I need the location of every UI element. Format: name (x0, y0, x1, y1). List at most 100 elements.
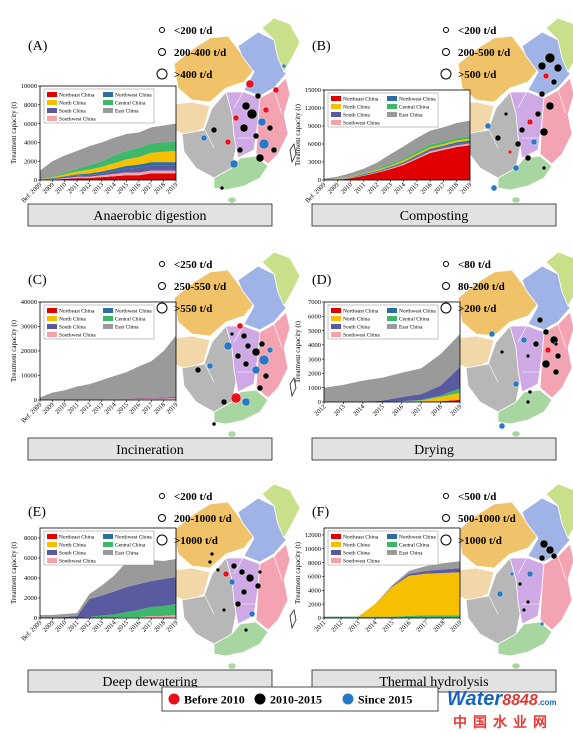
size-legend-label: 500-1000 t/d (458, 513, 516, 525)
legend-swatch (331, 112, 341, 117)
period-legend-label: 2010-2015 (270, 693, 322, 707)
size-legend-label: >200 t/d (458, 303, 496, 315)
x-tick-label: 2016 (419, 181, 434, 196)
facility-dot (266, 124, 274, 132)
legend-label: South China (59, 551, 86, 557)
x-tick-label: 2017 (141, 181, 156, 196)
y-tick-label: 9000 (308, 123, 321, 130)
y-tick-label: 6000 (308, 313, 321, 320)
size-legend-label: <200 t/d (174, 491, 212, 503)
x-tick-label: 2015 (372, 403, 386, 417)
legend-label: Southwest China (59, 559, 96, 565)
caption-label: Deep dewatering (102, 675, 197, 690)
facility-dot (524, 154, 532, 162)
facility-dot (525, 599, 531, 605)
x-tick-label: 2011 (67, 401, 81, 415)
series-area-east-china (324, 334, 460, 402)
x-tick-label: 2012 (366, 181, 380, 195)
facility-dot (223, 341, 233, 351)
facility-dot (256, 384, 264, 392)
y-tick-label: 3000 (308, 356, 321, 363)
province-lines (487, 555, 567, 615)
y-tick-label: 8000 (308, 560, 321, 567)
legend-swatch (387, 308, 397, 313)
hainan-island (511, 196, 521, 204)
facility-dot (484, 122, 492, 130)
facility-dot (258, 138, 270, 150)
legend-swatch (331, 324, 341, 329)
chart-area: 0 1000 2000 3000 4000 5000 6000 7000 2012 2013 201… (294, 299, 463, 417)
facility-dot (234, 600, 242, 608)
legend-label: South China (343, 551, 370, 557)
x-tick-label: 2015 (116, 181, 130, 195)
series-area-southwest-china (40, 615, 176, 618)
facility-dot (544, 52, 556, 64)
map-northeast (545, 17, 573, 73)
legend-label: East China (399, 551, 423, 557)
y-tick-label: 0 (34, 177, 37, 184)
x-tick-label: 2018 (153, 401, 167, 415)
size-legend: <80 t/d 80-200 t/d >200 t/d (440, 259, 505, 315)
facility-dot (262, 372, 270, 380)
legend-box (43, 530, 155, 566)
facility-dot (229, 159, 239, 169)
caption-label: Incineration (116, 443, 184, 458)
facility-dot (221, 607, 227, 613)
x-tick-label: 2013 (380, 181, 394, 195)
facility-dot (539, 539, 549, 549)
legend-label: North China (343, 105, 370, 111)
china-map (173, 17, 301, 204)
y-tick-label: 15000 (305, 87, 321, 94)
chart-legend: Northeast China Northwest China North Chin… (327, 530, 439, 566)
hainan-island (227, 430, 237, 438)
taiwan-outline (289, 376, 297, 398)
watermark-number: 8848 (502, 692, 538, 709)
y-tick-label: 4000 (24, 575, 37, 582)
x-tick-label: 2013 (91, 619, 105, 633)
y-axis-label: Treatment capacity (t) (294, 320, 302, 383)
y-axis-label: Treatment capacity (t) (10, 319, 18, 382)
facility-dot (228, 578, 236, 586)
x-tick-label: 2014 (393, 181, 408, 196)
series-area-east-china (324, 120, 470, 180)
x-tick-label: 2014 (103, 181, 118, 196)
facility-dot (541, 165, 547, 171)
legend-label: North China (343, 317, 370, 323)
panel-b: 0 3000 6000 9000 12000 15000 Bef. 2009 2009 2010… (294, 17, 573, 227)
y-axis-label: Treatment capacity (t) (10, 101, 18, 164)
x-tick-label: 2012 (79, 181, 93, 195)
legend-swatch (47, 324, 57, 329)
legend-label: Southwest China (343, 121, 380, 127)
series-area-southwest-china (40, 398, 176, 400)
size-legend-circle (442, 282, 450, 290)
size-legend-circle (158, 282, 166, 290)
province-lines (487, 89, 567, 149)
size-legend-circle (158, 48, 166, 56)
y-tick-label: 10000 (21, 83, 37, 90)
legend-box (327, 92, 439, 128)
legend-label: North China (59, 543, 86, 549)
x-tick-label: 2017 (410, 403, 425, 418)
series-area-southwest-china (40, 170, 176, 180)
legend-label: Northwest China (399, 97, 436, 103)
facility-dot (503, 111, 509, 117)
size-legend-label: >500 t/d (458, 69, 496, 81)
period-legend-dot (342, 693, 354, 705)
period-legend-label: Before 2010 (184, 693, 245, 707)
legend-label: South China (343, 113, 370, 119)
series-area-south-china (324, 367, 460, 402)
x-tick-label: Bef. 2009 (20, 181, 43, 204)
y-tick-label: 10000 (305, 546, 321, 553)
size-legend-label: <200 t/d (174, 25, 212, 37)
legend-swatch (331, 542, 341, 547)
y-tick-label: 6000 (308, 141, 321, 148)
facility-dot (270, 146, 278, 154)
facility-dot (509, 571, 515, 577)
facility-dot (545, 545, 555, 555)
x-tick-label: 2017 (141, 619, 156, 634)
legend-label: Northwest China (399, 535, 436, 541)
caption-box (27, 437, 273, 461)
x-tick-label: 2014 (364, 619, 379, 634)
x-tick-label: 2019 (449, 619, 463, 633)
